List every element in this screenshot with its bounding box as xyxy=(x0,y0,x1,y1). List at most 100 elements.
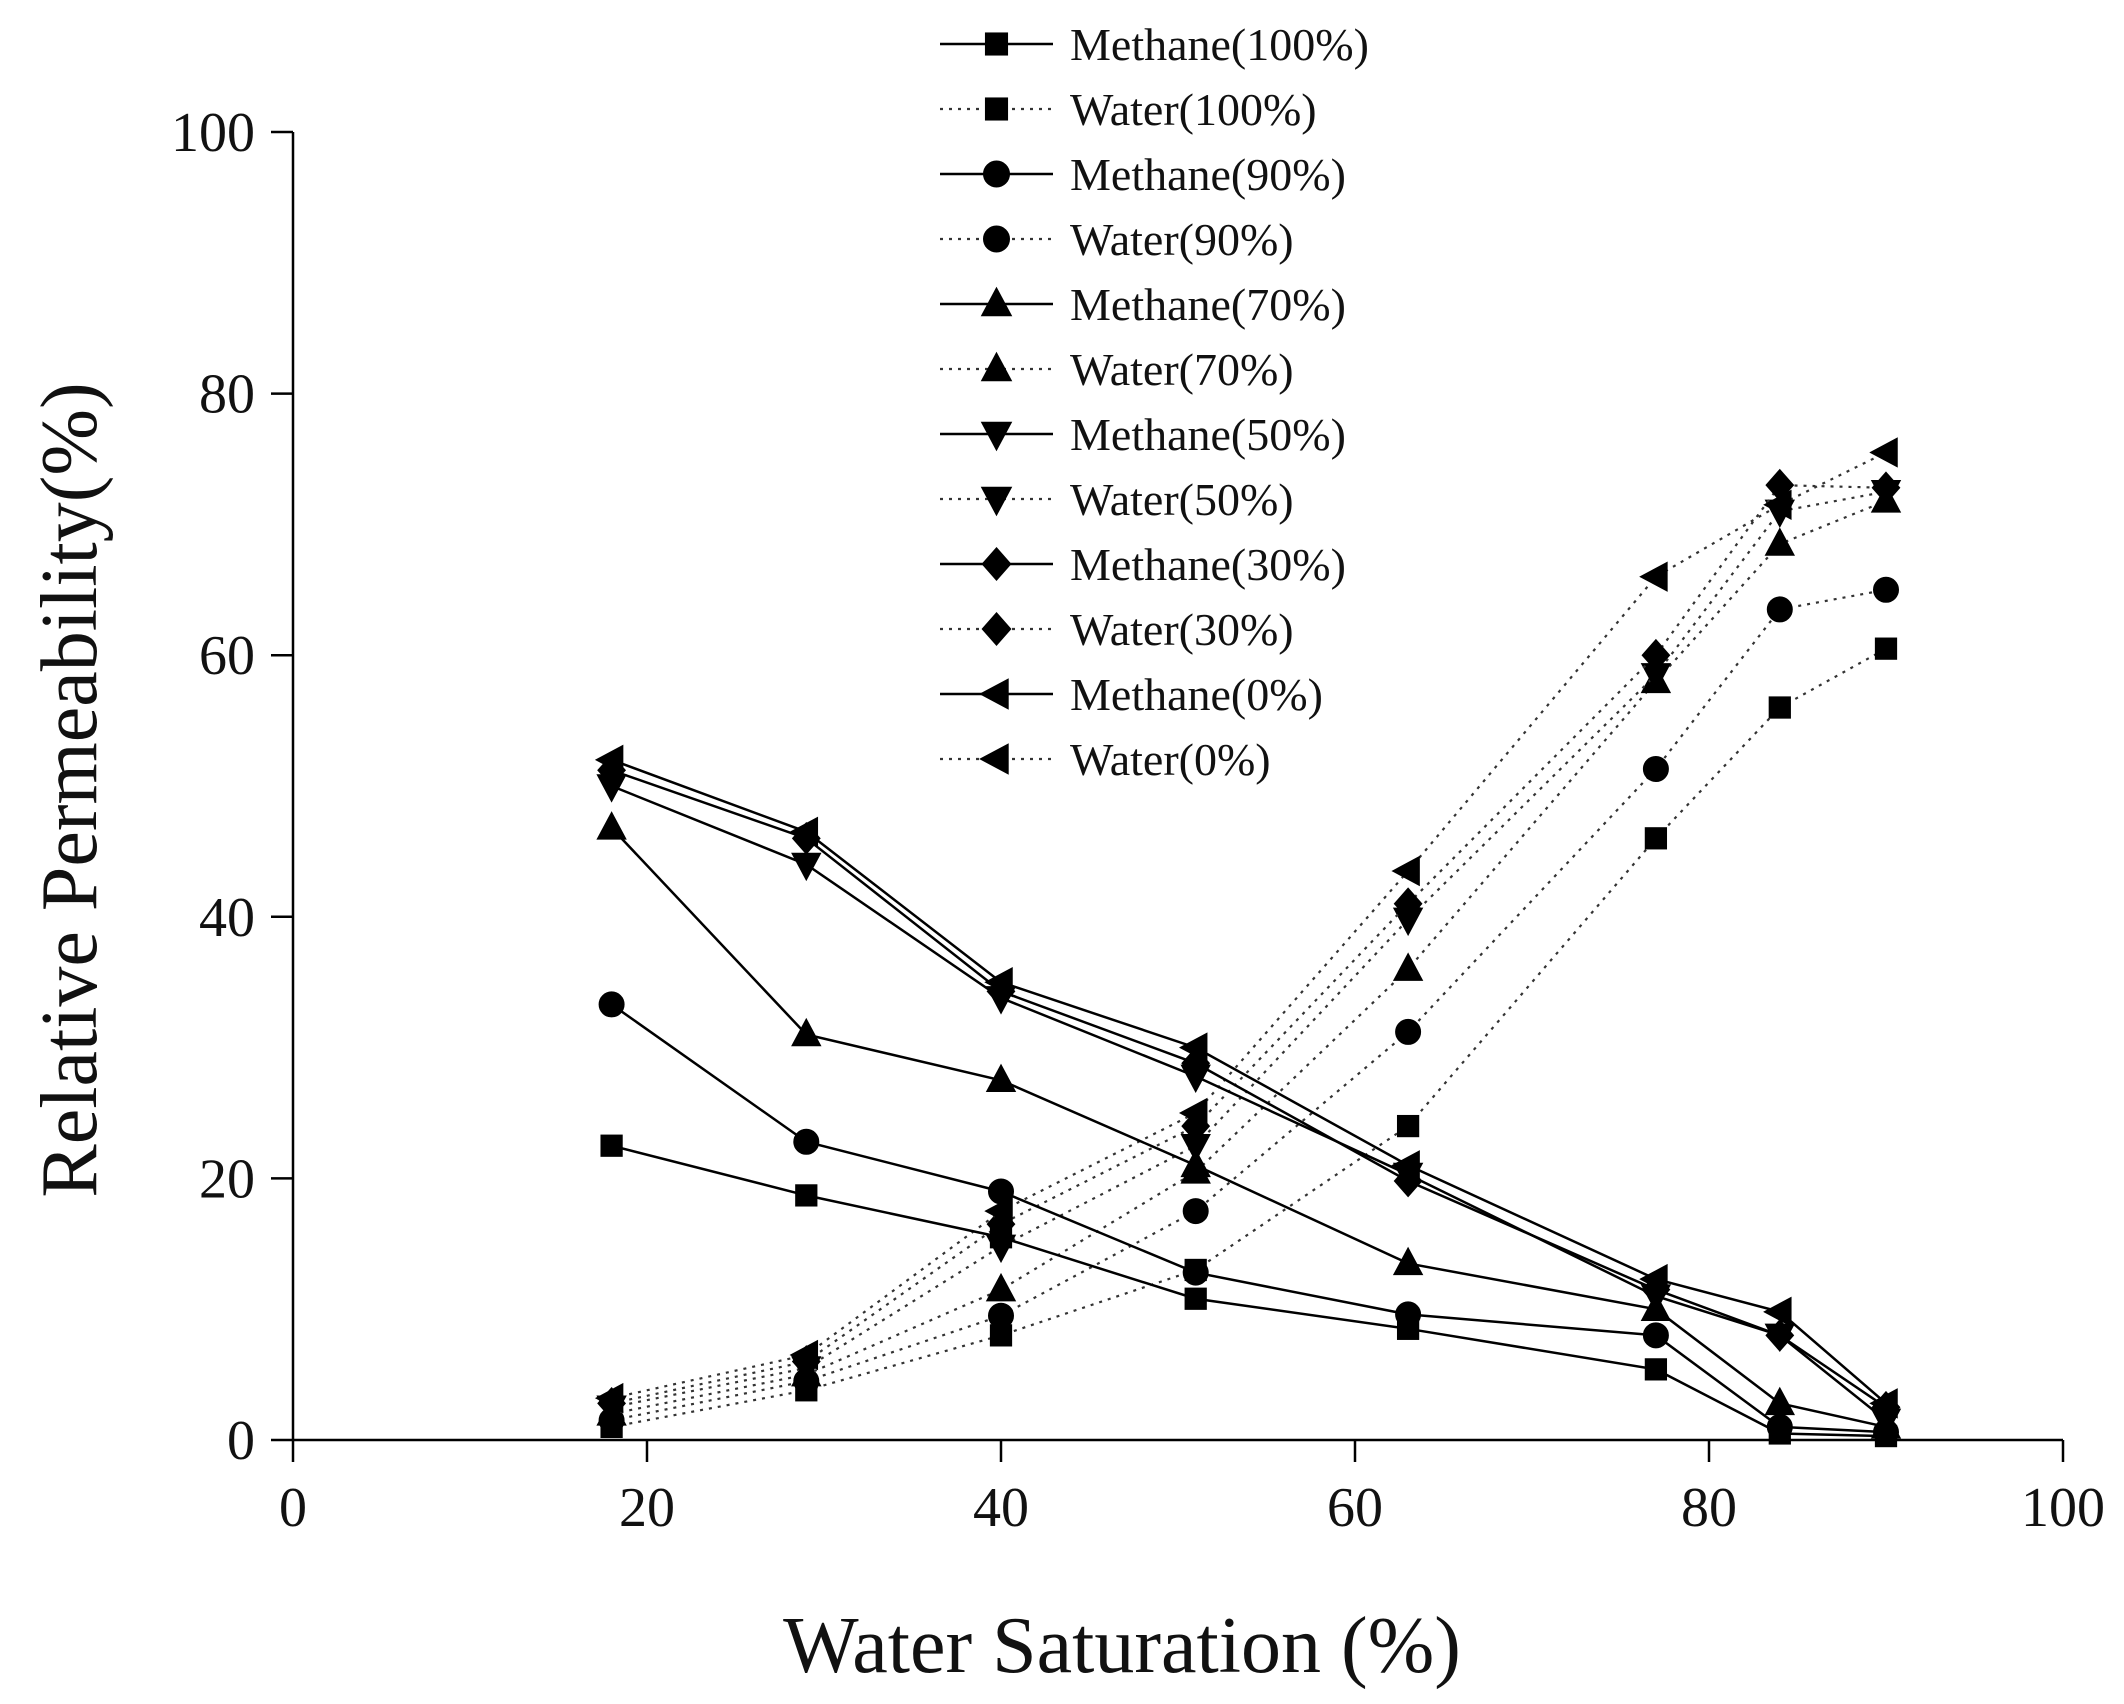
data-point xyxy=(1182,1198,1209,1225)
data-point xyxy=(1391,1150,1420,1181)
legend-marker xyxy=(984,97,1009,121)
data-point xyxy=(1179,1032,1208,1063)
legend-entry: Methane(90%) xyxy=(940,149,1346,200)
data-point xyxy=(594,1382,624,1414)
data-point xyxy=(989,1226,1013,1249)
series-methane-0 xyxy=(594,744,1898,1419)
data-point xyxy=(791,852,822,882)
legend-entry: Methane(50%) xyxy=(940,409,1346,460)
legend-label: Methane(50%) xyxy=(1070,409,1346,460)
data-point xyxy=(1391,855,1420,887)
series-layer xyxy=(594,437,1902,1448)
x-tick-label: 60 xyxy=(1327,1477,1383,1539)
legend-marker xyxy=(983,160,1010,188)
legend-entry: Methane(0%) xyxy=(940,669,1323,720)
series-methane-100 xyxy=(600,1134,1898,1448)
data-point xyxy=(1395,1018,1422,1045)
data-point xyxy=(1766,1413,1793,1440)
x-axis-title: Water Saturation (%) xyxy=(783,1602,1461,1690)
data-point xyxy=(988,1178,1014,1205)
legend-marker xyxy=(981,611,1012,647)
data-point xyxy=(1179,1097,1208,1129)
legend-marker xyxy=(980,351,1013,382)
data-point xyxy=(985,1272,1017,1302)
data-point xyxy=(1768,696,1791,719)
data-point xyxy=(1763,489,1792,520)
legend-entry: Water(50%) xyxy=(940,474,1294,525)
data-point xyxy=(1184,1287,1207,1310)
legend-label: Water(50%) xyxy=(1070,474,1294,525)
legend: Methane(100%) Water(100%) Methane(90%) Wate… xyxy=(940,19,1369,785)
data-point xyxy=(984,966,1013,998)
data-point xyxy=(1393,887,1423,921)
data-point xyxy=(1644,1358,1668,1381)
series-line xyxy=(611,499,1887,1415)
legend-entry: Methane(30%) xyxy=(940,539,1346,590)
data-point xyxy=(600,1134,623,1157)
legend-label: Water(30%) xyxy=(1070,604,1294,655)
data-point xyxy=(596,811,627,840)
data-point xyxy=(1873,576,1899,603)
data-point xyxy=(1639,1263,1668,1295)
data-point xyxy=(1763,1296,1792,1328)
y-tick-label: 20 xyxy=(199,1148,255,1210)
legend-marker xyxy=(984,32,1009,56)
data-point xyxy=(1182,1259,1209,1286)
y-tick-label: 80 xyxy=(199,364,255,426)
y-tick-label: 40 xyxy=(199,887,255,949)
series-methane-70 xyxy=(596,811,1902,1439)
series-line xyxy=(611,1144,1887,1438)
series-line xyxy=(610,826,1887,1429)
series-line xyxy=(611,490,1887,1409)
y-tick-label: 100 xyxy=(171,102,255,164)
y-tick-label: 60 xyxy=(199,625,255,687)
y-tick-label: 0 xyxy=(227,1410,255,1472)
data-point xyxy=(1392,1246,1424,1276)
data-point xyxy=(795,1184,818,1207)
series-water-0 xyxy=(594,437,1898,1414)
x-tick-label: 0 xyxy=(279,1477,307,1539)
series-line xyxy=(611,588,1887,1422)
series-line xyxy=(611,758,1887,1405)
data-point xyxy=(985,1063,1017,1093)
legend-marker xyxy=(979,743,1009,775)
data-point xyxy=(1642,755,1669,782)
data-point xyxy=(1764,1386,1796,1416)
legend-marker xyxy=(980,286,1013,317)
legend-entry: Water(70%) xyxy=(940,344,1294,395)
data-point xyxy=(1765,1318,1795,1352)
series-line xyxy=(611,769,1887,1409)
series-line xyxy=(611,451,1887,1400)
data-point xyxy=(1869,1388,1898,1419)
data-point xyxy=(789,1339,819,1371)
series-methane-90 xyxy=(598,991,1899,1446)
data-point xyxy=(1396,1114,1420,1138)
series-methane-50 xyxy=(596,774,1902,1438)
legend-marker xyxy=(980,486,1013,517)
data-point xyxy=(1644,827,1668,850)
data-point xyxy=(1871,471,1901,505)
data-point xyxy=(1764,527,1796,556)
data-point xyxy=(1395,1301,1422,1328)
data-point xyxy=(1392,952,1424,981)
legend-label: Water(100%) xyxy=(1070,84,1317,135)
legend-label: Methane(70%) xyxy=(1070,279,1346,330)
data-point xyxy=(598,991,625,1018)
series-line xyxy=(610,1003,1887,1434)
legend-entry: Water(30%) xyxy=(940,604,1294,655)
legend-entry: Water(0%) xyxy=(940,734,1271,785)
legend-entry: Methane(100%) xyxy=(940,19,1369,70)
data-point xyxy=(789,816,819,847)
x-tick-label: 20 xyxy=(619,1477,675,1539)
data-point xyxy=(1639,561,1668,592)
legend-label: Water(0%) xyxy=(1070,734,1271,785)
data-point xyxy=(1869,437,1898,468)
legend-marker xyxy=(981,546,1012,582)
legend-entry: Water(100%) xyxy=(940,84,1317,135)
data-point xyxy=(791,1017,822,1047)
data-point xyxy=(1641,638,1671,672)
y-axis-title: Relative Permeability(%) xyxy=(26,382,114,1197)
data-point xyxy=(988,1302,1014,1329)
series-line xyxy=(611,784,1887,1422)
